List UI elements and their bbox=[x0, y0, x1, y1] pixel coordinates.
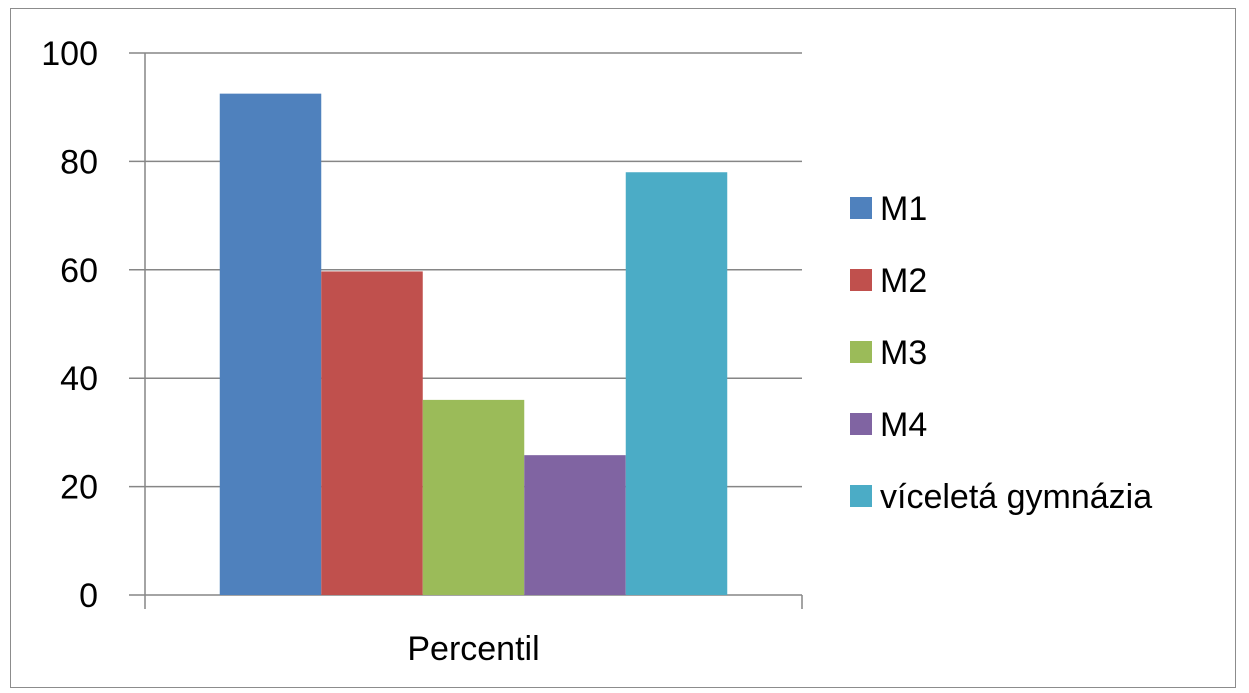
y-tick-label: 20 bbox=[60, 469, 98, 507]
legend-label: M1 bbox=[880, 190, 927, 228]
bar-2 bbox=[321, 271, 423, 595]
legend-swatch bbox=[850, 413, 872, 435]
bar-4 bbox=[524, 455, 626, 595]
bar-5 bbox=[625, 172, 728, 596]
legend-label: M2 bbox=[880, 262, 927, 300]
bar-3 bbox=[422, 399, 525, 595]
legend-label: M3 bbox=[880, 334, 927, 372]
legend-swatch bbox=[850, 341, 872, 363]
legend-label: víceletá gymnázia bbox=[880, 478, 1152, 516]
y-tick-label: 40 bbox=[60, 360, 98, 398]
x-tick-label: Percentil bbox=[407, 630, 539, 668]
legend-swatch bbox=[850, 197, 872, 219]
legend-label: M4 bbox=[880, 406, 927, 444]
tick-labels: 0 20 40 60 80 100 Percentil bbox=[41, 35, 539, 668]
bar-1 bbox=[219, 93, 322, 596]
y-tick-label: 0 bbox=[79, 577, 98, 615]
legend-swatch bbox=[850, 269, 872, 291]
legend-swatch bbox=[850, 485, 872, 507]
legend: M1 M2 M3 M4 víceletá gymnázia bbox=[850, 190, 1152, 516]
y-tick-label: 80 bbox=[60, 143, 98, 181]
y-tick-label: 100 bbox=[41, 35, 98, 73]
bars bbox=[219, 93, 728, 596]
y-tick-label: 60 bbox=[60, 252, 98, 290]
